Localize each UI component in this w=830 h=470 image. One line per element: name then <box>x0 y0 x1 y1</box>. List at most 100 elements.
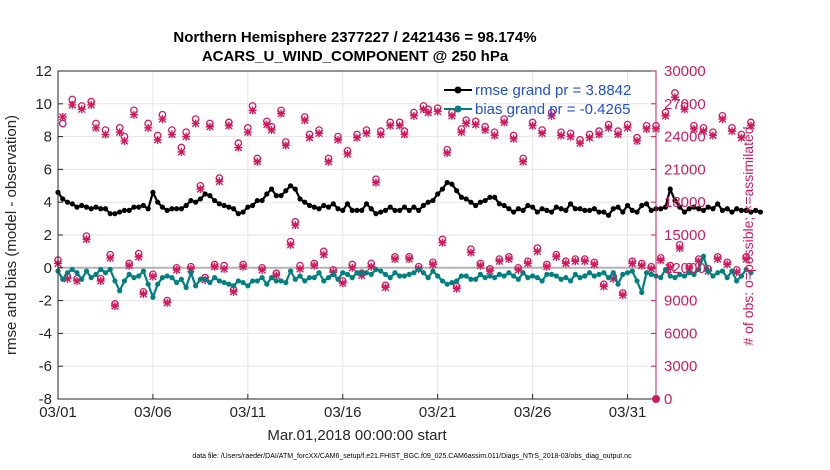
obs-assimilated-point <box>87 100 96 109</box>
bias-point <box>482 275 488 281</box>
rmse-point <box>648 207 654 213</box>
obs-assimilated-point <box>680 105 689 114</box>
obs-assimilated-point <box>580 257 589 266</box>
obs-assimilated-point <box>452 284 461 293</box>
x-tick-label: 03/06 <box>134 404 172 421</box>
obs-assimilated-point <box>443 149 452 157</box>
bias-point <box>662 266 669 273</box>
obs-assimilated-point <box>196 185 205 194</box>
bias-point <box>468 276 474 282</box>
rmse-point <box>435 191 441 197</box>
bias-point <box>107 266 113 273</box>
bias-point <box>145 281 151 287</box>
rmse-point <box>112 211 118 217</box>
rmse-point <box>273 193 279 199</box>
rmse-point <box>245 204 251 210</box>
obs-assimilated-point <box>182 132 191 141</box>
obs-assimilated-point <box>72 276 81 285</box>
y2-tick-label: 21000 <box>664 161 706 178</box>
obs-count-series <box>54 89 755 403</box>
rmse-point <box>444 179 450 186</box>
bias-point <box>582 273 588 279</box>
obs-assimilated-point <box>675 244 684 253</box>
y-tick-label: 10 <box>35 96 52 113</box>
rmse-point <box>397 207 403 213</box>
bias-point <box>525 275 531 281</box>
obs-assimilated-point <box>310 261 319 270</box>
rmse-point <box>287 183 294 189</box>
obs-assimilated-point <box>210 262 219 271</box>
bias-point <box>98 266 104 273</box>
y2-tick-label: 12000 <box>664 260 706 277</box>
bias-point <box>359 270 365 276</box>
bias-point <box>231 283 237 289</box>
rmse-point <box>662 204 669 210</box>
rmse-point <box>753 207 759 213</box>
bias-point <box>183 284 189 291</box>
obs-assimilated-point <box>457 128 466 137</box>
bias-point <box>430 268 436 274</box>
rmse-point <box>259 197 265 204</box>
rmse-point <box>558 206 564 212</box>
bias-point <box>121 278 128 284</box>
obs-assimilated-point <box>281 141 290 150</box>
obs-assimilated-point <box>129 110 138 119</box>
rmse-point <box>658 206 664 212</box>
obs-assimilated-point <box>144 123 153 132</box>
bias-point <box>511 273 517 279</box>
obs-assimilated-point <box>694 257 703 266</box>
rmse-point <box>672 197 678 204</box>
obs-assimilated-point <box>471 120 480 129</box>
rmse-point <box>468 199 474 205</box>
bias-point <box>311 275 317 281</box>
rmse-point <box>430 197 436 204</box>
obs-assimilated-point <box>101 130 110 139</box>
bias-point <box>487 273 493 279</box>
bias-point <box>140 268 147 274</box>
rmse-point <box>340 207 346 213</box>
bias-point <box>321 278 327 284</box>
obs-assimilated-point <box>504 255 513 264</box>
obs-assimilated-point <box>110 302 119 311</box>
y2-tick-label: 24000 <box>664 129 706 146</box>
rmse-point <box>249 202 256 209</box>
bias-point <box>591 273 597 279</box>
rmse-point <box>586 207 593 213</box>
bias-point <box>463 273 469 279</box>
obs-assimilated-point <box>481 126 490 135</box>
obs-assimilated-point <box>628 259 637 268</box>
rmse-point <box>534 209 540 215</box>
bias-point <box>178 276 184 282</box>
obs-assimilated-point <box>419 105 428 114</box>
bias-point <box>439 278 446 284</box>
obs-assimilated-point <box>538 129 547 138</box>
bias-point <box>629 268 635 274</box>
obs-assimilated-point <box>125 261 134 270</box>
rmse-point <box>88 206 94 212</box>
obs-assimilated-point <box>571 257 580 266</box>
y2-tick-label: 3000 <box>664 358 697 375</box>
rmse-point <box>482 197 488 204</box>
obs-assimilated-point <box>82 235 91 244</box>
bias-point <box>710 273 716 279</box>
rmse-point <box>530 204 536 210</box>
rmse-point <box>359 207 365 213</box>
bias-point <box>325 275 332 281</box>
rmse-point <box>406 207 412 213</box>
bias-point <box>605 275 612 281</box>
y-axis-right: 0 3000 6000 9000 12000 15000 18000 21000 24000 27… <box>651 63 706 408</box>
rmse-point <box>368 206 374 212</box>
rmse-point <box>306 202 313 209</box>
obs-assimilated-point <box>666 263 675 272</box>
rmse-point <box>454 188 460 194</box>
bias-point <box>506 270 512 276</box>
rmse-point <box>715 201 721 207</box>
bias-point <box>131 275 137 281</box>
obs-assimilated-point <box>599 282 608 291</box>
obs-assimilated-point <box>367 262 376 271</box>
bias-point <box>696 266 702 273</box>
obs-assimilated-point <box>229 287 238 296</box>
obs-assimilated-point <box>248 106 257 115</box>
obs-assimilated-point <box>685 264 694 273</box>
bias-point <box>349 275 355 281</box>
